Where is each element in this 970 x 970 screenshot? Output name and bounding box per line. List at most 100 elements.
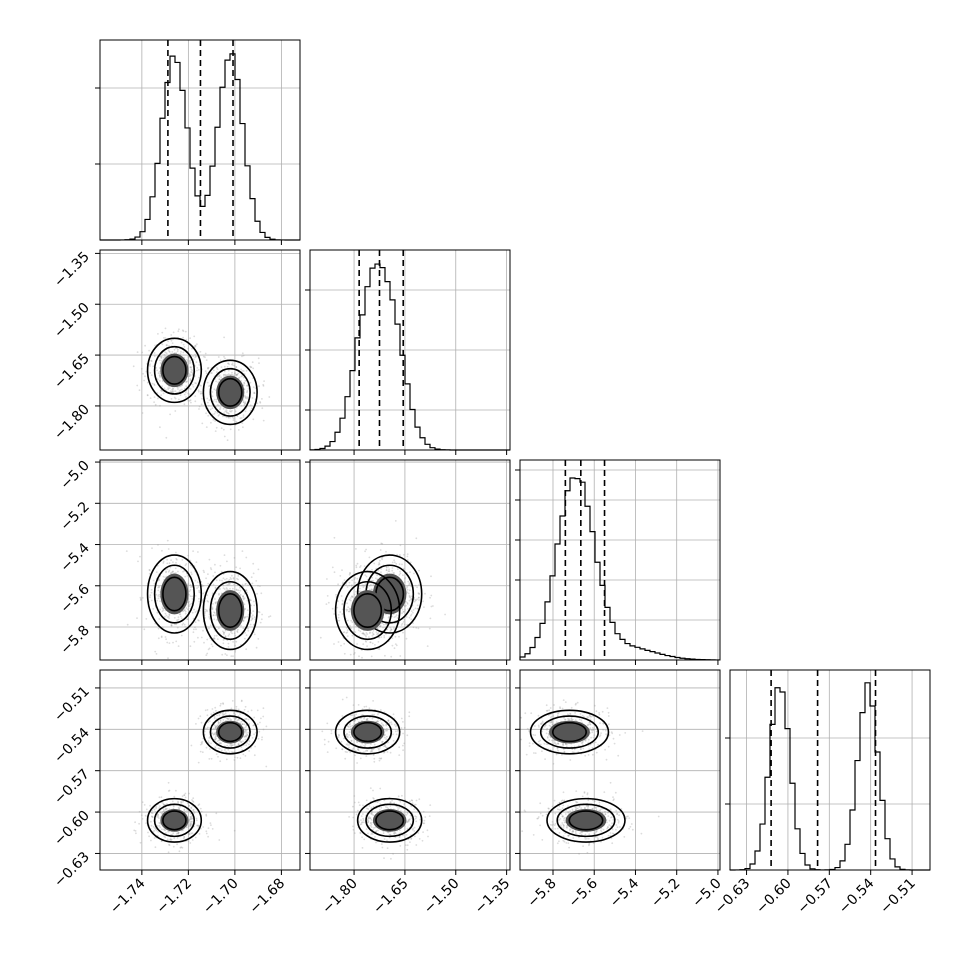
sample-point <box>335 747 338 750</box>
sample-point <box>186 359 189 362</box>
sample-point <box>198 619 200 622</box>
sample-point <box>331 566 334 569</box>
sample-point <box>249 404 252 407</box>
sample-point <box>223 374 225 377</box>
sample-point <box>404 605 406 608</box>
sample-point <box>257 584 259 587</box>
sample-point <box>246 397 249 400</box>
sample-point <box>250 709 253 712</box>
sample-point <box>161 343 164 346</box>
sample-point <box>164 576 167 579</box>
sample-point <box>212 637 215 640</box>
sample-point <box>188 593 191 596</box>
sample-point <box>240 720 243 723</box>
sample-point <box>257 610 260 613</box>
sample-point <box>208 404 210 407</box>
sample-point <box>237 377 240 379</box>
sample-point <box>212 583 215 586</box>
sample-point <box>176 558 178 561</box>
sample-point <box>403 803 405 806</box>
sample-point <box>159 380 161 382</box>
sample-point <box>349 624 351 627</box>
sample-point <box>363 838 366 841</box>
panel-frame <box>309 669 511 871</box>
sample-point <box>245 589 248 592</box>
sample-point <box>372 828 374 831</box>
sample-point <box>386 751 389 753</box>
sample-point <box>378 759 381 762</box>
sample-point <box>208 558 211 561</box>
sample-point <box>194 355 197 357</box>
sample-point <box>409 596 412 599</box>
sample-point <box>231 574 233 577</box>
sample-point <box>246 733 249 736</box>
sample-point <box>579 713 582 715</box>
sample-point <box>572 837 575 839</box>
sample-point <box>256 723 259 726</box>
sample-point <box>362 819 365 822</box>
sample-point <box>383 857 385 859</box>
sample-point <box>207 573 209 575</box>
sample-point <box>207 414 210 417</box>
sample-point <box>356 577 359 580</box>
sample-point <box>229 631 232 633</box>
sample-point <box>394 635 397 638</box>
sample-point <box>407 592 410 595</box>
sample-point <box>415 537 418 540</box>
sample-point <box>214 738 217 741</box>
sample-point <box>238 592 241 594</box>
sample-point <box>167 570 170 573</box>
density-core <box>216 375 245 410</box>
sample-point <box>166 558 169 561</box>
sample-point <box>153 837 156 839</box>
sample-point <box>348 726 350 728</box>
sample-point <box>399 800 402 803</box>
sample-point <box>246 391 248 394</box>
sample-point <box>366 633 369 636</box>
sample-point <box>347 606 350 609</box>
sample-point <box>159 805 161 807</box>
sample-point <box>406 585 409 588</box>
sample-point <box>175 561 177 564</box>
sample-point <box>408 715 411 718</box>
sample-point <box>222 639 225 641</box>
sample-point <box>222 719 225 721</box>
sample-point <box>239 593 242 596</box>
density-contour <box>146 337 203 404</box>
sample-point <box>162 575 165 578</box>
sample-point <box>262 383 265 386</box>
sample-point <box>226 588 229 590</box>
sample-point <box>242 753 245 756</box>
sample-point <box>191 369 194 372</box>
sample-point <box>402 749 404 752</box>
sample-point <box>149 804 152 807</box>
sample-point <box>400 717 403 720</box>
sample-point <box>631 828 634 831</box>
sample-point <box>361 632 364 635</box>
sample-point <box>251 582 254 585</box>
sample-point <box>183 403 186 406</box>
sample-point <box>344 750 347 753</box>
sample-point <box>364 574 367 576</box>
sample-point <box>430 575 432 578</box>
sample-point <box>349 572 351 575</box>
sample-point <box>348 584 351 587</box>
density-core <box>372 808 407 832</box>
sample-point <box>141 412 144 414</box>
sample-point <box>140 814 143 817</box>
sample-point <box>365 755 368 757</box>
sample-point <box>174 347 177 349</box>
sample-point <box>182 800 185 803</box>
sample-point <box>225 411 228 413</box>
sample-point <box>388 615 391 618</box>
sample-point <box>167 387 170 389</box>
sample-point <box>148 569 151 572</box>
sample-point <box>240 404 243 407</box>
sample-point <box>126 623 129 626</box>
sample-point <box>222 428 225 431</box>
sample-point <box>381 542 384 545</box>
sample-point <box>192 550 195 552</box>
scatter-panel-2-1 <box>305 459 511 665</box>
sample-point <box>383 745 385 748</box>
sample-point <box>237 578 240 581</box>
